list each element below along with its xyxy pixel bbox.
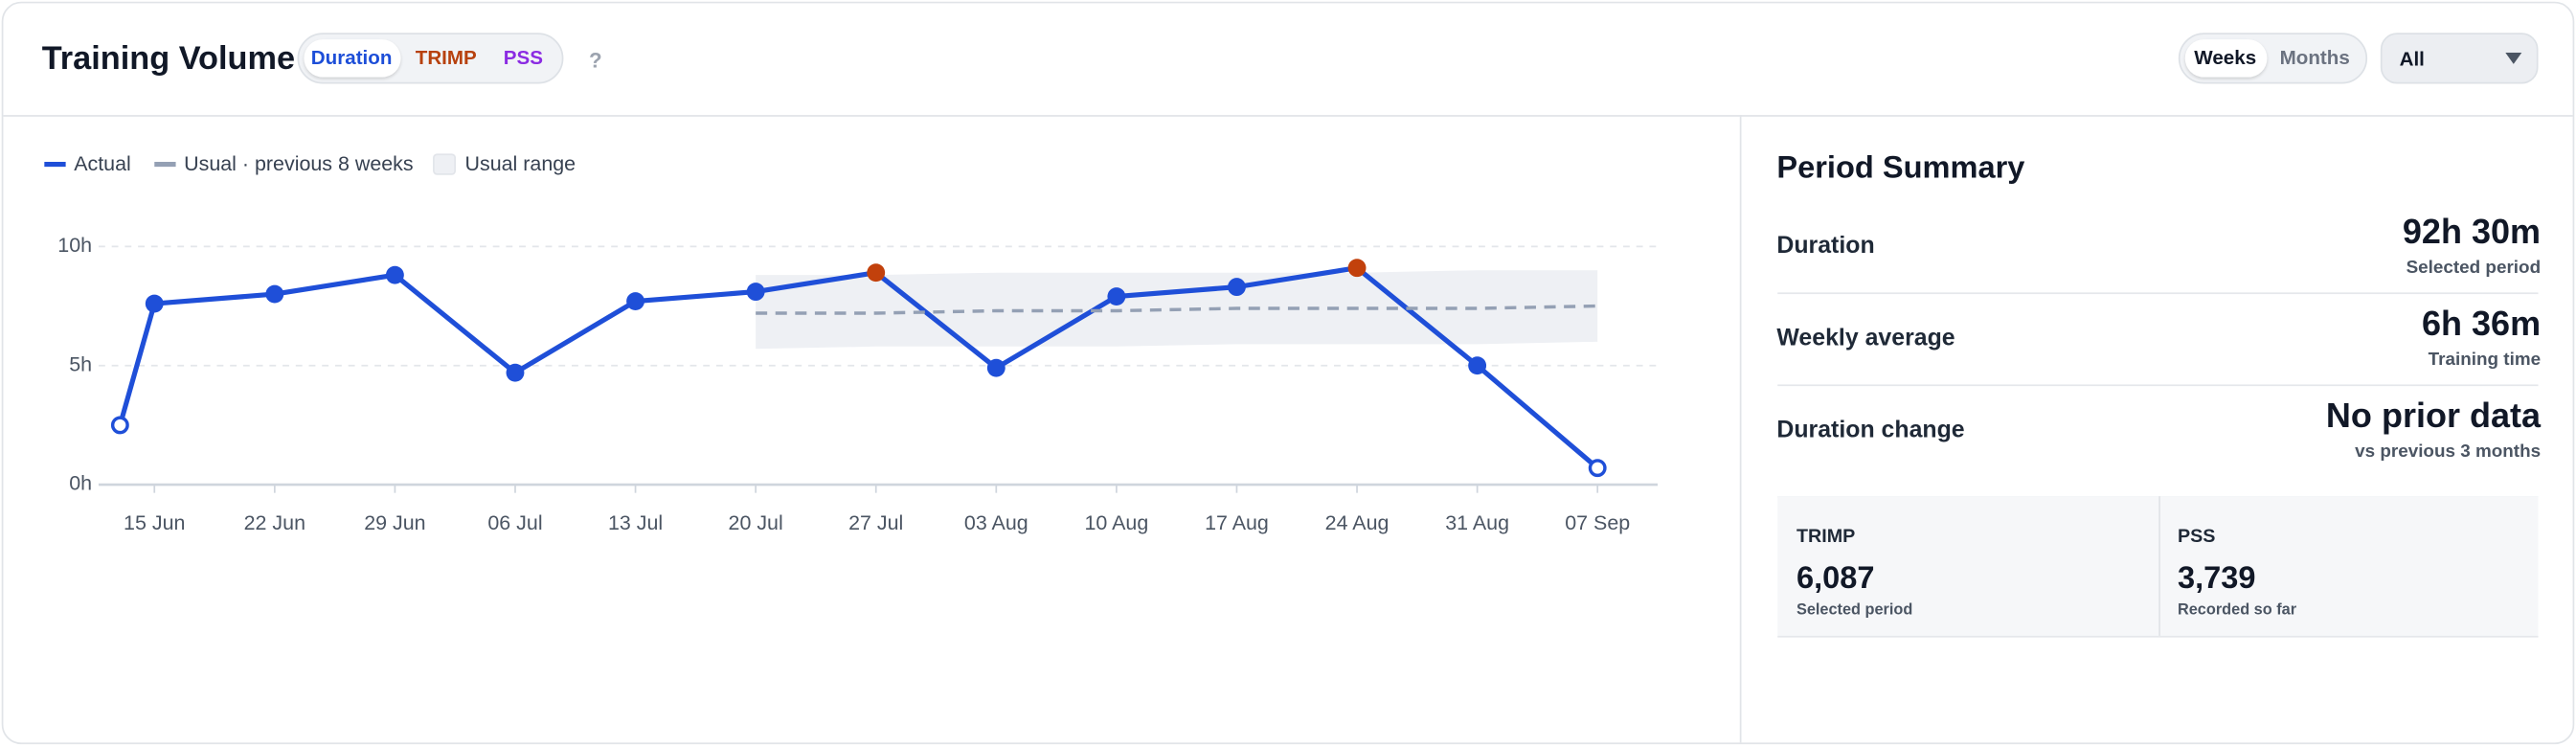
usual-line — [755, 303, 1597, 314]
y-tick-label: 5h — [68, 352, 91, 375]
row-note: vs previous 3 months — [2355, 441, 2542, 462]
data-point — [385, 264, 403, 283]
data-point — [1346, 258, 1366, 277]
x-tick-label: 27 Jul — [847, 510, 902, 533]
tab[interactable]: Duration — [303, 38, 400, 77]
title: Training Volume — [41, 40, 296, 77]
chart: Actual Usual · previous 8 weeks Usual rang… — [43, 151, 1658, 533]
row-value: 92h 30m — [2402, 213, 2542, 251]
x-tick-label: 03 Aug — [963, 510, 1028, 533]
data-point — [144, 293, 163, 312]
divider — [1776, 291, 2538, 294]
data-point — [1227, 277, 1246, 296]
legend-label: Usual · previous 8 weeks — [183, 151, 413, 174]
card-label: PSS — [2177, 526, 2216, 547]
data-point — [986, 357, 1005, 376]
tab[interactable]: Months — [2279, 45, 2350, 69]
x-tick-label: 20 Jul — [728, 510, 782, 533]
period-tabs: Weeks Months — [2177, 32, 2367, 83]
row-value: 6h 36m — [2421, 305, 2542, 343]
summary: Period Summary Duration 92h 30m Selected p… — [1738, 114, 2572, 743]
legend-label: Usual range — [464, 151, 576, 174]
tab[interactable]: TRIMP — [415, 45, 477, 69]
legend-label: Actual — [73, 151, 130, 174]
y-tick-label: 0h — [68, 471, 91, 494]
card-label: TRIMP — [1796, 526, 1856, 547]
tab[interactable]: PSS — [503, 45, 543, 69]
x-tick-label: 22 Jun — [243, 510, 305, 533]
metric-tabs: Duration TRIMP PSS — [296, 32, 563, 83]
x-tick-label: 10 Aug — [1084, 510, 1148, 533]
card-divider — [2158, 495, 2160, 636]
row-label: Duration change — [1776, 416, 1965, 443]
row-label: Weekly average — [1776, 324, 1955, 351]
row-note: Training time — [2428, 349, 2542, 370]
data-point — [1587, 458, 1606, 477]
x-tick-label: 06 Jul — [487, 510, 542, 533]
card-note: Recorded so far — [2177, 600, 2297, 619]
actual-line — [117, 264, 1599, 469]
row-note: Selected period — [2406, 257, 2542, 278]
data-point — [866, 262, 885, 282]
x-tick-label: 07 Sep — [1564, 510, 1629, 533]
x-tick-label: 15 Jun — [123, 510, 184, 533]
x-tick-label: 13 Jul — [607, 510, 662, 533]
help[interactable]: ? — [589, 46, 602, 72]
row-label: Duration — [1776, 232, 1875, 260]
divider — [1776, 383, 2538, 386]
dropdown-arrow — [2504, 52, 2521, 64]
cards — [1776, 495, 2538, 637]
x-tick-label: 31 Aug — [1444, 510, 1508, 533]
data-point — [110, 415, 128, 434]
header: Training Volume Duration TRIMP PSS ? Wee… — [2, 3, 2572, 116]
data-point — [1467, 355, 1486, 374]
data-point — [625, 291, 644, 310]
filter-value: All — [2399, 46, 2425, 70]
x-tick-label: 24 Aug — [1324, 510, 1389, 533]
card-note: Selected period — [1796, 600, 1913, 619]
y-tick-label: 10h — [56, 233, 91, 256]
x-tick-label: 17 Aug — [1204, 510, 1268, 533]
card-value: 6,087 — [1796, 560, 1875, 596]
data-point — [1106, 286, 1125, 306]
summary-title: Period Summary — [1776, 149, 2025, 186]
x-tick-label: 29 Jun — [363, 510, 424, 533]
card-value: 3,739 — [2177, 560, 2256, 596]
tab[interactable]: Weeks — [2183, 38, 2267, 77]
data-point — [745, 282, 764, 301]
row-value: No prior data — [2325, 396, 2542, 435]
data-point — [264, 283, 283, 303]
legend-swatch — [432, 152, 456, 174]
filter-select[interactable]: All — [2379, 32, 2538, 83]
data-point — [505, 362, 524, 381]
